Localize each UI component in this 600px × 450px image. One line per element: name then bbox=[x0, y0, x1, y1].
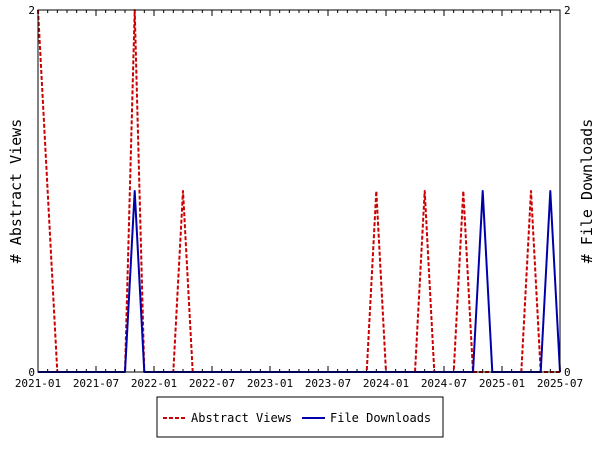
legend: Abstract Views File Downloads bbox=[156, 396, 444, 438]
y-axis-left-title: # Abstract Views bbox=[7, 119, 25, 264]
x-tick-label: 2021-01 bbox=[15, 377, 61, 390]
y-right-tick-label: 0 bbox=[564, 366, 571, 379]
x-tick-label: 2023-01 bbox=[247, 377, 293, 390]
x-tick-label: 2025-01 bbox=[479, 377, 525, 390]
y-left-tick-label: 2 bbox=[28, 4, 35, 17]
x-tick-label: 2024-01 bbox=[363, 377, 409, 390]
y-axis-right-title: # File Downloads bbox=[578, 119, 596, 264]
x-tick-label: 2025-07 bbox=[537, 377, 583, 390]
y-right-tick-label: 2 bbox=[564, 4, 571, 17]
plot-area-frame bbox=[37, 9, 561, 373]
y-left-tick-label: 0 bbox=[28, 366, 35, 379]
x-tick-labels: 2021-01 2021-07 2022-01 2022-07 2023-01 2023-… bbox=[15, 377, 583, 390]
y-tick-labels: 0 2 0 2 bbox=[28, 4, 570, 379]
x-tick-label: 2024-07 bbox=[421, 377, 467, 390]
series-line-file-downloads bbox=[38, 190, 561, 373]
series-layer bbox=[37, 9, 561, 373]
legend-box bbox=[156, 396, 444, 438]
legend-label-abstract-views: Abstract Views bbox=[191, 411, 292, 425]
legend-label-file-downloads: File Downloads bbox=[330, 411, 431, 425]
x-tick-label: 2023-07 bbox=[305, 377, 351, 390]
x-tick-label: 2022-07 bbox=[189, 377, 235, 390]
x-tick-label: 2022-01 bbox=[131, 377, 177, 390]
x-tick-label: 2021-07 bbox=[73, 377, 119, 390]
